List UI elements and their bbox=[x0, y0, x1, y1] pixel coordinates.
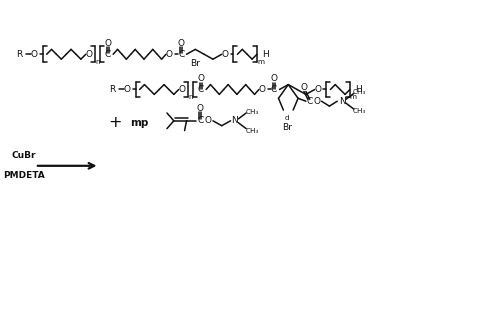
Text: CH₃: CH₃ bbox=[353, 108, 366, 114]
Text: Br: Br bbox=[190, 59, 200, 68]
Text: Br: Br bbox=[282, 123, 292, 132]
Text: H: H bbox=[356, 85, 362, 94]
Text: C: C bbox=[104, 50, 111, 59]
Text: CuBr: CuBr bbox=[12, 150, 36, 160]
Text: C: C bbox=[198, 85, 204, 94]
Text: O: O bbox=[197, 74, 204, 83]
Text: O: O bbox=[178, 85, 186, 94]
Text: O: O bbox=[270, 74, 278, 83]
Text: R: R bbox=[16, 50, 22, 59]
Text: O: O bbox=[313, 97, 320, 106]
Text: n: n bbox=[96, 59, 100, 65]
Text: mp: mp bbox=[130, 118, 149, 128]
Text: d: d bbox=[285, 115, 290, 121]
Text: O: O bbox=[31, 50, 38, 59]
Text: H: H bbox=[262, 50, 269, 59]
Text: +: + bbox=[108, 115, 122, 130]
Text: C: C bbox=[306, 97, 313, 106]
Text: O: O bbox=[166, 50, 173, 59]
Text: O: O bbox=[314, 85, 322, 94]
Text: O: O bbox=[104, 39, 112, 48]
Text: O: O bbox=[300, 83, 308, 92]
Text: CH₃: CH₃ bbox=[246, 109, 259, 115]
Text: R: R bbox=[109, 85, 116, 94]
Text: O: O bbox=[196, 104, 203, 113]
Text: O: O bbox=[178, 39, 184, 48]
Text: C: C bbox=[178, 50, 184, 59]
Text: n: n bbox=[188, 94, 192, 100]
Text: CH₃: CH₃ bbox=[353, 89, 366, 95]
Text: m: m bbox=[350, 94, 357, 100]
Text: PMDETA: PMDETA bbox=[4, 171, 45, 180]
Text: N: N bbox=[231, 116, 238, 125]
Text: O: O bbox=[204, 116, 212, 125]
Text: CH₃: CH₃ bbox=[246, 127, 259, 133]
Text: C: C bbox=[271, 85, 277, 94]
Text: O: O bbox=[86, 50, 92, 59]
Text: O: O bbox=[124, 85, 131, 94]
Text: C: C bbox=[197, 116, 203, 125]
Text: O: O bbox=[222, 50, 228, 59]
Text: m: m bbox=[257, 59, 264, 65]
Text: O: O bbox=[259, 85, 266, 94]
Text: N: N bbox=[338, 97, 345, 106]
